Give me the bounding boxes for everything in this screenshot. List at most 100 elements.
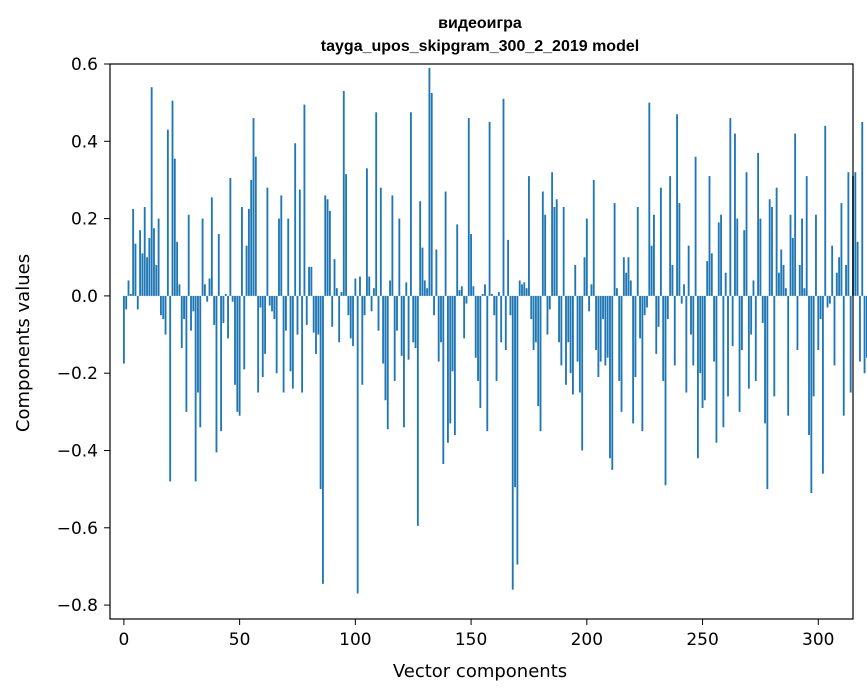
bar-191	[565, 295, 567, 385]
bar-108	[372, 288, 375, 296]
bar-86	[322, 295, 324, 584]
bar-301	[819, 295, 822, 320]
bar-307	[833, 295, 836, 366]
bar-255	[713, 295, 716, 362]
bar-234	[664, 295, 667, 486]
bar-150	[470, 234, 473, 296]
bar-137	[440, 295, 442, 343]
bar-135	[435, 249, 438, 296]
bar-128	[419, 201, 422, 296]
bar-205	[597, 295, 600, 378]
bar-0	[122, 295, 125, 364]
bar-113	[384, 295, 387, 401]
bar-243	[685, 295, 688, 393]
bar-97	[347, 295, 350, 316]
bar-267	[740, 295, 743, 351]
bar-316	[854, 172, 857, 296]
bar-87	[324, 195, 327, 296]
bar-76	[298, 189, 301, 296]
bar-19	[166, 129, 169, 296]
bar-80	[308, 266, 310, 296]
bar-318	[859, 295, 861, 362]
bar-274	[757, 152, 760, 296]
bar-114	[386, 295, 389, 430]
bar-252	[706, 261, 709, 296]
bar-125	[412, 295, 415, 343]
bar-313	[847, 172, 850, 296]
bar-229	[653, 214, 655, 296]
bar-156	[484, 284, 486, 296]
bar-257	[717, 222, 720, 296]
bar-184	[548, 295, 551, 310]
bar-95	[342, 91, 345, 296]
bar-223	[639, 295, 641, 339]
bar-289	[791, 237, 794, 296]
bar-172	[521, 284, 523, 296]
bar-36	[206, 295, 209, 302]
bar-244	[687, 245, 690, 296]
bar-212	[613, 203, 616, 296]
y-tick-label: 0.4	[71, 132, 98, 152]
bar-241	[680, 295, 683, 304]
bar-250	[701, 295, 704, 408]
bar-310	[840, 203, 843, 296]
bar-119	[398, 218, 401, 296]
bar-236	[669, 176, 672, 296]
bar-186	[553, 207, 556, 296]
bar-263	[731, 295, 734, 347]
bar-66	[275, 295, 278, 374]
bar-216	[622, 257, 625, 296]
bar-167	[509, 295, 512, 316]
bar-225	[643, 295, 646, 316]
bar-282	[775, 187, 778, 296]
bar-98	[349, 295, 352, 339]
bar-96	[345, 174, 348, 296]
y-tick-label: −0.2	[57, 364, 98, 384]
bar-109	[375, 112, 378, 296]
bar-75	[296, 295, 299, 335]
x-tick-label: 250	[686, 630, 718, 650]
bar-14	[155, 264, 158, 296]
bar-13	[153, 228, 155, 296]
bar-193	[569, 295, 572, 374]
bar-235	[666, 295, 669, 320]
bar-51	[241, 207, 243, 296]
bar-319	[861, 121, 864, 296]
bar-284	[780, 249, 783, 296]
bar-83	[315, 295, 317, 354]
bar-26	[183, 295, 185, 320]
bar-107	[370, 295, 373, 312]
bar-304	[826, 295, 829, 308]
bar-1	[125, 295, 128, 310]
bar-247	[694, 156, 697, 296]
bar-64	[271, 295, 273, 312]
bar-89	[328, 210, 331, 296]
bar-203	[592, 179, 595, 296]
bar-42	[220, 295, 223, 432]
bar-291	[796, 295, 799, 351]
bar-258	[720, 214, 722, 296]
bar-38	[210, 197, 213, 296]
bar-56	[252, 118, 255, 296]
y-axis-ticks: −0.8 −0.6 −0.4 −0.2 0.0 0.2 0.4 0.6	[57, 55, 110, 616]
bar-138	[442, 295, 445, 465]
bar-54	[247, 208, 250, 296]
bar-219	[629, 280, 632, 296]
bar-71	[287, 218, 290, 296]
bar-155	[481, 293, 484, 296]
bar-10	[146, 257, 148, 296]
plot-frame	[109, 63, 854, 620]
bar-295	[805, 176, 808, 296]
bar-302	[821, 295, 824, 474]
bar-239	[676, 114, 679, 296]
y-tick-label: 0.0	[71, 287, 98, 307]
bar-169	[514, 295, 516, 488]
y-tick-label: −0.6	[57, 519, 98, 539]
bar-231	[657, 295, 660, 327]
bar-115	[389, 280, 391, 296]
bar-104	[363, 295, 366, 316]
chart-subtitle: tayga_upos_skipgram_300_2_2019 model	[321, 38, 639, 55]
bar-246	[692, 295, 695, 366]
bar-242	[683, 284, 685, 296]
bar-146	[460, 286, 463, 296]
